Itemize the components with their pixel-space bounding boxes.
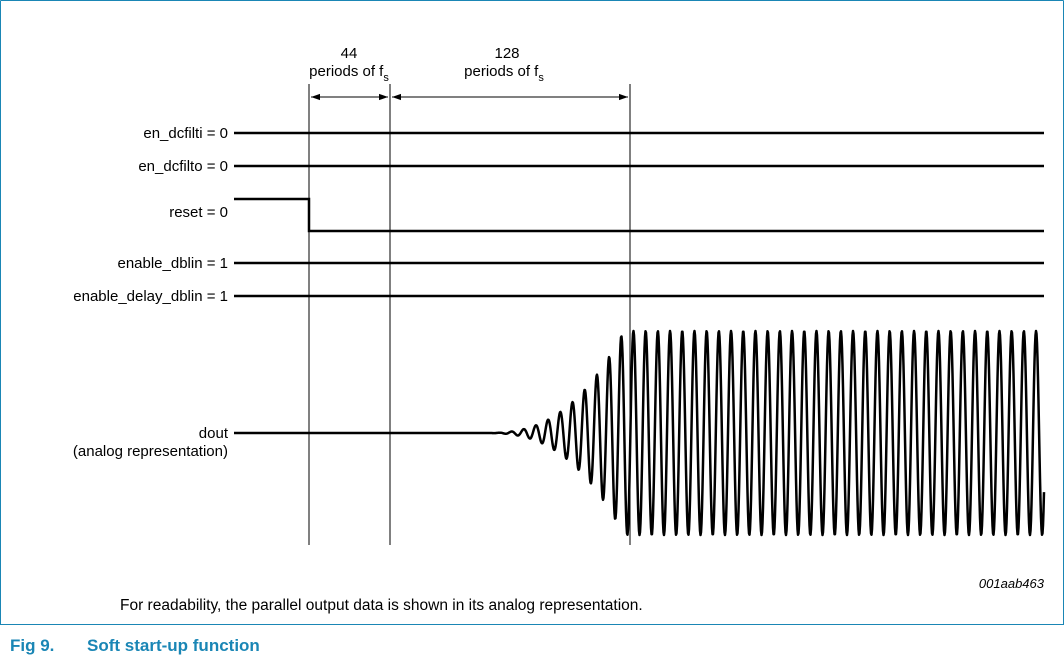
readability-note: For readability, the parallel output dat… bbox=[120, 597, 643, 614]
interval-2-label: periods of fs bbox=[464, 63, 544, 84]
waveform-dout bbox=[234, 329, 1046, 537]
signal-label-enable-delay-dblin: enable_delay_dblin = 1 bbox=[73, 288, 228, 305]
figure-number: Fig 9. bbox=[10, 636, 55, 655]
interval-1-label: periods of fs bbox=[309, 63, 389, 84]
signal-label-en-dcfilto: en_dcfilto = 0 bbox=[138, 158, 228, 175]
figure-id: 001aab463 bbox=[979, 576, 1045, 591]
interval-2-count: 128 bbox=[494, 45, 519, 62]
signal-label-dout: dout bbox=[199, 425, 229, 442]
signal-label-enable-dblin: enable_dblin = 1 bbox=[117, 255, 228, 272]
figure-title: Soft start-up function bbox=[87, 636, 260, 655]
signal-sublabel-dout: (analog representation) bbox=[73, 443, 228, 460]
figure-caption: Fig 9. Soft start-up function bbox=[10, 636, 260, 656]
interval-1-count: 44 bbox=[341, 45, 358, 62]
waveform-reset bbox=[234, 197, 1044, 233]
signal-label-en-dcfilti: en_dcfilti = 0 bbox=[143, 125, 228, 142]
signal-label-reset: reset = 0 bbox=[169, 204, 228, 221]
